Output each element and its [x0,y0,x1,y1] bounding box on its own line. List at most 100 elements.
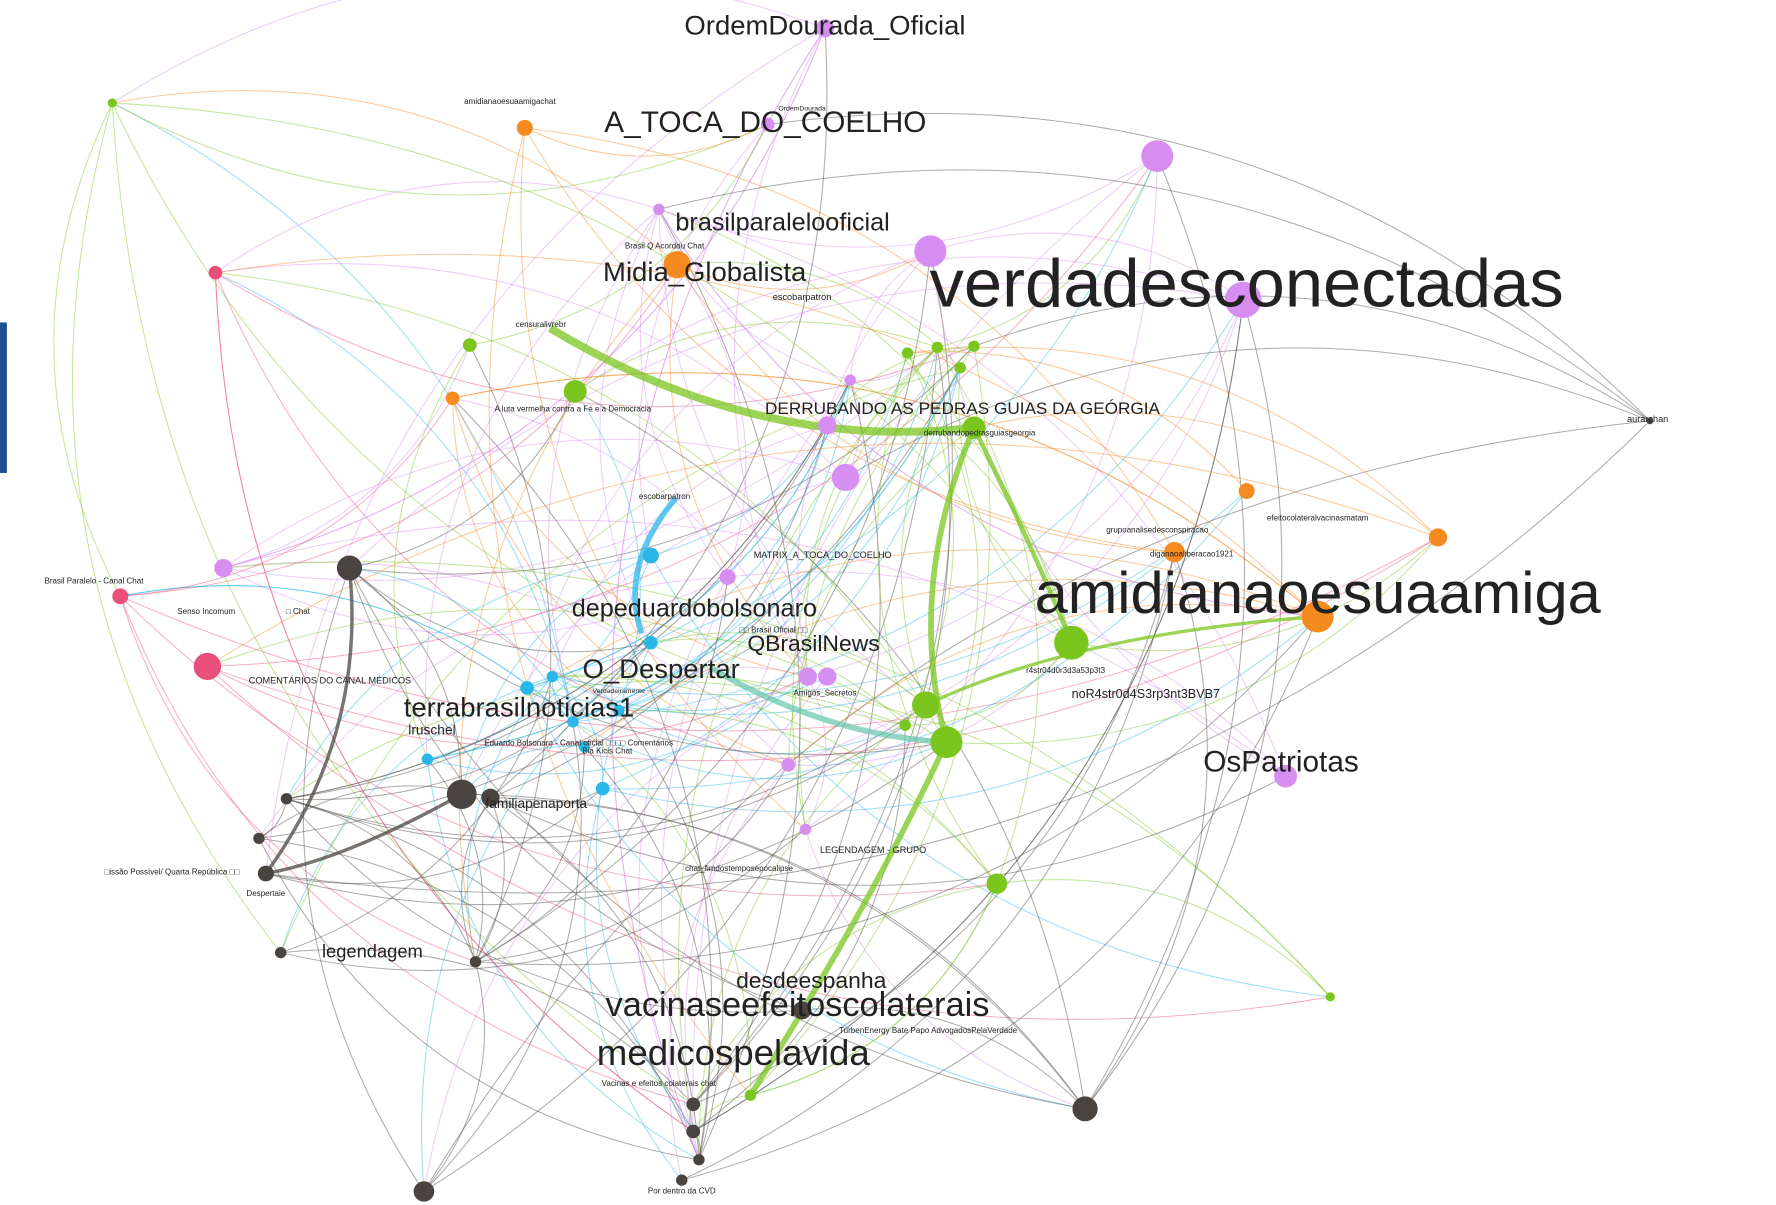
edge [112,90,678,266]
node-label: legendagem [322,942,423,962]
edge [475,576,729,963]
edge [207,537,1439,762]
node-label: Brasil Paralelo - Canal Chat [44,577,144,586]
edge [53,102,121,597]
edge [937,155,1158,348]
edge [461,476,846,795]
node-label: A_TOCA_DO_COELHO [604,106,926,139]
edge [265,788,604,884]
edge [475,797,505,963]
edge [526,250,931,689]
node-label: censuralivrebr [516,320,567,329]
edge [602,367,961,790]
edge [658,209,1318,618]
node-label: noR4str0d4S3rp3nt3BVB7 [1072,687,1220,701]
edge [971,426,1074,644]
edge [930,232,1244,301]
node [899,719,911,731]
edge [452,397,809,677]
node [445,391,460,406]
node-label: OsPatriotas [1203,746,1359,779]
edge [669,264,809,677]
edge [658,208,1072,643]
edge [692,155,1158,1132]
edge [427,676,809,775]
node-label: medicospelavida [597,1032,871,1073]
node [676,1174,688,1186]
node [1428,528,1448,547]
node-label: MATRIX_A_TOCA_DO_COELHO [754,550,892,560]
edge [452,372,1319,618]
node-label: OrdemDourada_Oficial [684,9,965,40]
edge [286,425,828,800]
node [481,788,500,807]
node-label: terrabrasilnoticias1 [404,692,635,723]
node [719,569,736,585]
edge [907,346,1439,538]
edge [423,961,485,1192]
edge [698,704,927,1160]
node [986,873,1008,894]
edge [475,764,789,963]
edge [214,272,694,1132]
edge [207,155,1158,667]
edge [611,28,826,1160]
node [744,1089,757,1101]
edge [469,124,769,346]
node [563,380,587,403]
edge [692,883,997,1105]
edge [900,345,975,706]
node [1274,764,1298,788]
node [954,362,966,374]
edge [423,420,1651,1192]
node-label: O_Despertar [582,653,739,684]
node-label: verdadesconectadas [930,246,1564,322]
node-label: Por dentro da CVD [648,1187,716,1196]
node-label: Brasil Q Acordou Chat [625,242,705,251]
edge [658,209,801,1160]
edge [120,585,574,723]
edge [727,571,1286,777]
edge [223,519,1286,777]
edge [223,28,826,569]
node [962,416,986,440]
edge [214,272,789,766]
edge [458,264,678,962]
edge [526,551,1175,715]
node [792,1001,812,1020]
node-label: desdeespanha [736,967,887,993]
edge [547,209,660,747]
edge [552,155,1158,678]
edge [215,272,574,722]
node [208,265,223,280]
edge [572,721,752,1096]
node [520,681,534,695]
edge [1084,299,1283,1110]
edge [572,299,1244,723]
edge [618,710,906,755]
node [257,865,274,882]
edge [207,665,809,747]
node-label: Despertaie [246,889,285,898]
edge [426,759,700,1161]
node-label: derrubandopedrasguiasgeorgia [924,428,1036,437]
node-label: chat_fimdostemposepocalipse [685,864,793,873]
edge [638,576,729,1160]
edge [658,209,1318,618]
node-label: A luta vermelha contra a Fé e a Democrac… [495,405,652,414]
edge [280,676,553,953]
edge [692,299,1244,1132]
edge [265,420,1651,894]
node-label: Amigos_Secretos [794,689,857,698]
edge [423,676,809,1192]
edge [681,616,1319,1181]
edge [207,608,947,743]
node [1301,600,1334,633]
edge [349,567,463,795]
edge [677,347,938,1132]
node [818,667,837,686]
edge [845,347,1651,478]
edge [120,585,574,723]
node [831,463,860,492]
edge [286,798,700,1160]
